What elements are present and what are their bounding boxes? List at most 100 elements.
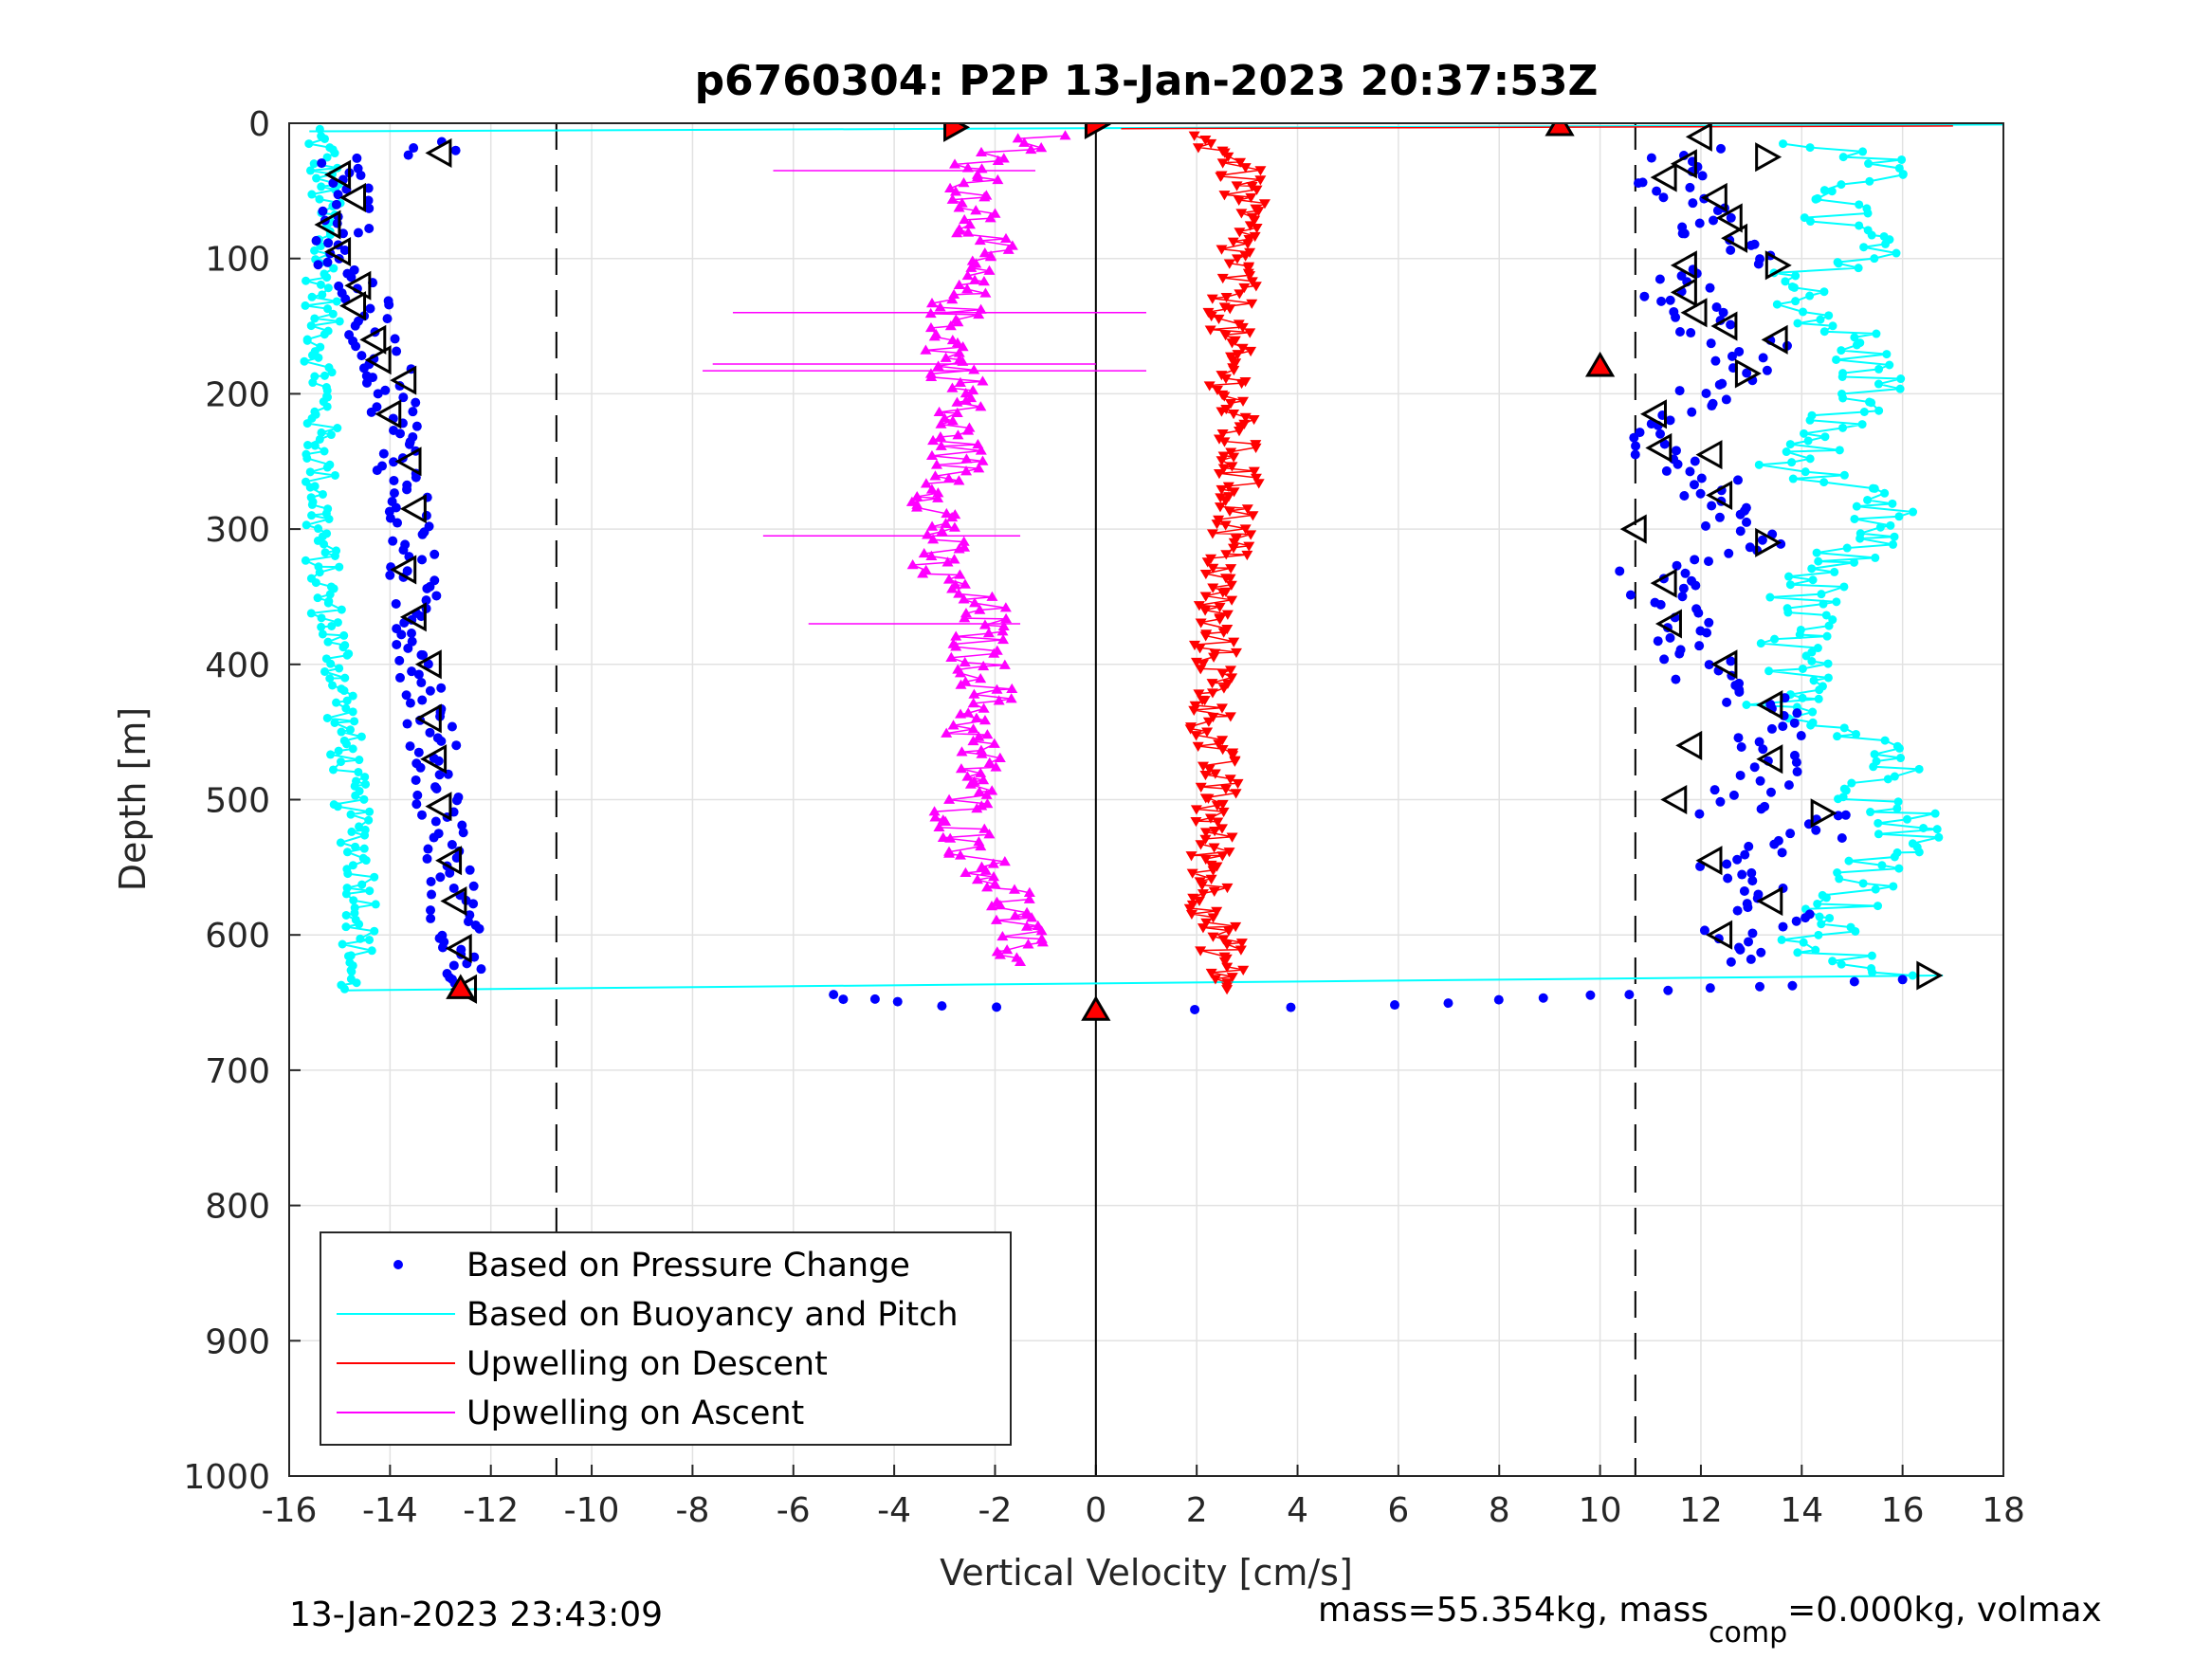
buoyancy-point [1781, 277, 1790, 286]
pressure-point [1661, 465, 1672, 476]
upwelling-descent-point [1206, 529, 1218, 539]
upwelling-descent-point [1216, 703, 1228, 714]
upwelling-descent-point [1234, 289, 1246, 300]
buoyancy-point [1834, 794, 1843, 804]
buoyancy-point [1914, 764, 1924, 774]
ascent-marker [1650, 162, 1677, 192]
upwelling-ascent-point [918, 547, 930, 558]
upwelling-ascent-point [924, 321, 937, 333]
descent-marker [445, 933, 472, 964]
pressure-point [402, 484, 412, 495]
upwelling-ascent-point [944, 320, 957, 331]
upwelling-ascent-point [935, 440, 947, 450]
upwelling-descent-point [1205, 311, 1217, 322]
x-tick-label: -6 [777, 1491, 811, 1530]
buoyancy-point [350, 717, 359, 726]
pressure-point [333, 190, 343, 200]
buoyancy-point [1930, 809, 1940, 818]
upwelling-ascent-point [946, 583, 959, 593]
upwelling-ascent-point [954, 849, 966, 860]
upwelling-descent-point [1204, 325, 1216, 336]
buoyancy-point [314, 353, 323, 362]
pressure-point [469, 952, 480, 962]
pressure-point [430, 816, 441, 827]
upwelling-descent-point [1214, 602, 1226, 613]
buoyancy-point [340, 673, 350, 683]
upwelling-ascent-point [978, 191, 991, 202]
upwelling-ascent-point [969, 597, 981, 608]
buoyancy-point [1772, 300, 1782, 309]
buoyancy-point [1858, 879, 1868, 888]
upwelling-descent-point [1216, 429, 1229, 440]
pressure-point [411, 472, 421, 483]
upwelling-ascent-point [933, 406, 945, 417]
upwelling-descent-point [1223, 506, 1235, 517]
upwelling-ascent-point [1006, 683, 1018, 694]
buoyancy-point [1888, 499, 1897, 508]
buoyancy-point [1897, 155, 1907, 164]
upwelling-ascent-point [955, 763, 967, 774]
buoyancy-point [1828, 957, 1837, 966]
buoyancy-point [1807, 564, 1817, 574]
upwelling-descent-point [1200, 918, 1213, 928]
upwelling-descent-point [1214, 502, 1226, 513]
pressure-point [1777, 848, 1787, 858]
buoyancy-point [367, 946, 376, 956]
upwelling-ascent-point [967, 697, 979, 708]
upwelling-descent-point [1206, 679, 1218, 689]
buoyancy-point [1812, 548, 1821, 557]
pressure-point [433, 756, 444, 766]
upwelling-descent-point [1226, 832, 1238, 843]
pressure-point [1711, 302, 1722, 313]
buoyancy-point [1909, 507, 1918, 517]
upwelling-descent-point [1247, 511, 1259, 521]
pressure-point [390, 334, 400, 344]
buoyancy-point [1877, 861, 1887, 870]
upwelling-ascent-point [1005, 693, 1017, 703]
upwelling-ascent-point [1026, 912, 1038, 922]
upwelling-descent-point [1228, 452, 1240, 463]
buoyancy-point [1902, 814, 1911, 824]
upwelling-ascent-point [992, 173, 1004, 185]
pressure-point [389, 457, 399, 467]
pressure-point [1765, 787, 1776, 797]
upwelling-descent-point [1224, 574, 1236, 584]
pressure-point [1732, 854, 1743, 865]
upwelling-ascent-point [1018, 137, 1031, 147]
buoyancy-point [335, 317, 344, 326]
buoyancy-point [333, 424, 342, 433]
upwelling-ascent-point [941, 727, 953, 738]
upwelling-descent-point [1242, 264, 1254, 274]
buoyancy-point [302, 276, 311, 285]
pressure-point [1755, 981, 1765, 992]
buoyancy-point [351, 842, 360, 851]
buoyancy-point [1859, 408, 1869, 417]
buoyancy-point [1919, 824, 1929, 833]
buoyancy-point [328, 765, 338, 775]
pressure-point [1732, 475, 1743, 485]
pressure-point [1688, 198, 1698, 209]
buoyancy-point [347, 827, 356, 836]
ascent-marker [1685, 123, 1712, 152]
upwelling-ascent-point [920, 344, 932, 355]
pressure-point [468, 881, 479, 891]
pressure-point [353, 228, 363, 238]
buoyancy-point [1805, 291, 1815, 301]
upwelling-descent-point [1207, 866, 1219, 876]
pressure-point [1716, 143, 1727, 154]
buoyancy-point [360, 773, 370, 782]
pressure-point [1701, 388, 1711, 398]
x-tick-label: 10 [1579, 1491, 1622, 1530]
pressure-point [385, 570, 395, 580]
upwelling-ascent-point [920, 478, 932, 488]
upwelling-descent-point [1228, 637, 1240, 647]
legend-label: Based on Pressure Change [466, 1247, 910, 1285]
pressure-point [1762, 365, 1772, 375]
upwelling-ascent-point [953, 279, 965, 290]
buoyancy-point [301, 556, 310, 565]
upwelling-descent-point [1249, 231, 1261, 243]
upwelling-ascent-point [954, 667, 966, 678]
upwelling-descent-point [1215, 493, 1227, 503]
pressure-point [1679, 490, 1690, 501]
buoyancy-point [313, 593, 322, 603]
